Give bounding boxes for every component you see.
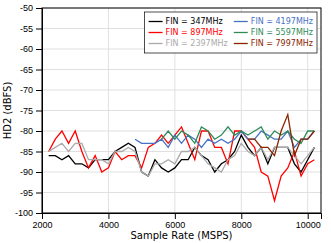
tick-mark bbox=[175, 213, 176, 219]
axis-line bbox=[43, 214, 322, 220]
tick-mark bbox=[36, 111, 42, 112]
tick-label: -95 bbox=[20, 188, 33, 198]
tick: -80 bbox=[20, 126, 42, 136]
tick-label: -50 bbox=[20, 3, 33, 13]
tick-label: -65 bbox=[20, 65, 33, 75]
legend-item: FIN = 897MHz bbox=[149, 28, 223, 37]
legend-swatch bbox=[234, 43, 248, 44]
y-axis-title: HD2 (dBFS) bbox=[2, 82, 13, 140]
legend: FIN = 347MHz FIN = 897MHz FIN = 2397MHz FIN… bbox=[145, 12, 317, 53]
legend-swatch bbox=[234, 32, 248, 33]
tick-label: 6000 bbox=[165, 220, 185, 230]
legend-item: FIN = 5597MHz bbox=[234, 28, 313, 37]
tick: 6000 bbox=[165, 213, 185, 230]
tick-mark bbox=[36, 29, 42, 30]
tick-label: 10000 bbox=[296, 220, 321, 230]
plot-area: 2000 4000 6000 8000 10000 -100 -95 -90 -85 -80 -75… bbox=[15, 3, 322, 230]
legend-item: FIN = 4197MHz bbox=[234, 17, 313, 26]
tick-label: 4000 bbox=[99, 220, 119, 230]
tick: 10000 bbox=[296, 213, 321, 230]
x-axis-title: Sample Rate (MSPS) bbox=[131, 230, 233, 241]
legend-label: FIN = 7997MHz bbox=[251, 39, 313, 48]
tick-label: 8000 bbox=[232, 220, 252, 230]
legend-swatch bbox=[149, 32, 163, 33]
grid-line-y bbox=[42, 90, 321, 91]
tick-mark bbox=[36, 49, 42, 50]
tick: -60 bbox=[20, 44, 42, 54]
axis-line bbox=[36, 9, 43, 214]
tick: -50 bbox=[20, 3, 42, 13]
legend-item: FIN = 2397MHz bbox=[149, 39, 228, 48]
plot-frame bbox=[42, 8, 321, 213]
tick-label: -55 bbox=[20, 24, 33, 34]
grid-line-y bbox=[42, 69, 321, 70]
tick: -100 bbox=[15, 208, 42, 218]
tick-mark bbox=[241, 213, 242, 219]
tick: 8000 bbox=[232, 213, 252, 230]
grid-line-y bbox=[42, 192, 321, 193]
tick-label: -70 bbox=[20, 85, 33, 95]
grid bbox=[42, 8, 321, 213]
legend-label: FIN = 5597MHz bbox=[251, 28, 313, 37]
tick-mark bbox=[36, 8, 42, 9]
legend-item: FIN = 347MHz bbox=[149, 17, 223, 26]
tick-label: -80 bbox=[20, 126, 33, 136]
grid-line-y bbox=[42, 172, 321, 173]
legend-swatch bbox=[234, 21, 248, 22]
chart-container: 2000 4000 6000 8000 10000 -100 -95 -90 -85 -80 -75… bbox=[0, 0, 331, 243]
tick: -90 bbox=[20, 167, 42, 177]
tick: -70 bbox=[20, 85, 42, 95]
tick: -95 bbox=[20, 188, 42, 198]
legend-swatch bbox=[149, 21, 163, 22]
series-line bbox=[248, 115, 314, 156]
series-line bbox=[49, 143, 315, 176]
tick-mark bbox=[36, 193, 42, 194]
legend-label: FIN = 897MHz bbox=[166, 28, 223, 37]
x-axis: 2000 4000 6000 8000 10000 bbox=[32, 213, 321, 230]
chart-svg: 2000 4000 6000 8000 10000 -100 -95 -90 -85 -80 -75… bbox=[0, 0, 331, 243]
legend-swatch bbox=[149, 43, 163, 44]
tick-label: -100 bbox=[15, 208, 33, 218]
tick: 2000 bbox=[32, 213, 52, 230]
series-line bbox=[49, 127, 315, 201]
tick-mark bbox=[36, 90, 42, 91]
tick: -75 bbox=[20, 106, 42, 116]
tick-mark bbox=[308, 213, 309, 219]
tick: -65 bbox=[20, 65, 42, 75]
grid-line-y bbox=[42, 110, 321, 111]
tick-mark bbox=[36, 152, 42, 153]
tick-mark bbox=[108, 213, 109, 219]
tick-mark bbox=[36, 70, 42, 71]
tick: 4000 bbox=[99, 213, 119, 230]
legend-frame bbox=[145, 12, 317, 53]
tick-label: -75 bbox=[20, 106, 33, 116]
tick-label: 2000 bbox=[32, 220, 52, 230]
legend-item: FIN = 7997MHz bbox=[234, 39, 313, 48]
lines bbox=[49, 115, 315, 201]
tick: -55 bbox=[20, 24, 42, 34]
grid-line-x bbox=[108, 8, 109, 213]
tick-label: -60 bbox=[20, 44, 33, 54]
tick-mark bbox=[36, 131, 42, 132]
legend-label: FIN = 4197MHz bbox=[251, 17, 313, 26]
y-axis: -100 -95 -90 -85 -80 -75 -70 -65 -60 -55 -50 bbox=[15, 3, 43, 218]
tick-mark bbox=[36, 172, 42, 173]
legend-label: FIN = 347MHz bbox=[166, 17, 223, 26]
tick-mark bbox=[36, 213, 42, 214]
tick-label: -90 bbox=[20, 167, 33, 177]
tick: -85 bbox=[20, 147, 42, 157]
legend-label: FIN = 2397MHz bbox=[166, 39, 228, 48]
tick-label: -85 bbox=[20, 147, 33, 157]
